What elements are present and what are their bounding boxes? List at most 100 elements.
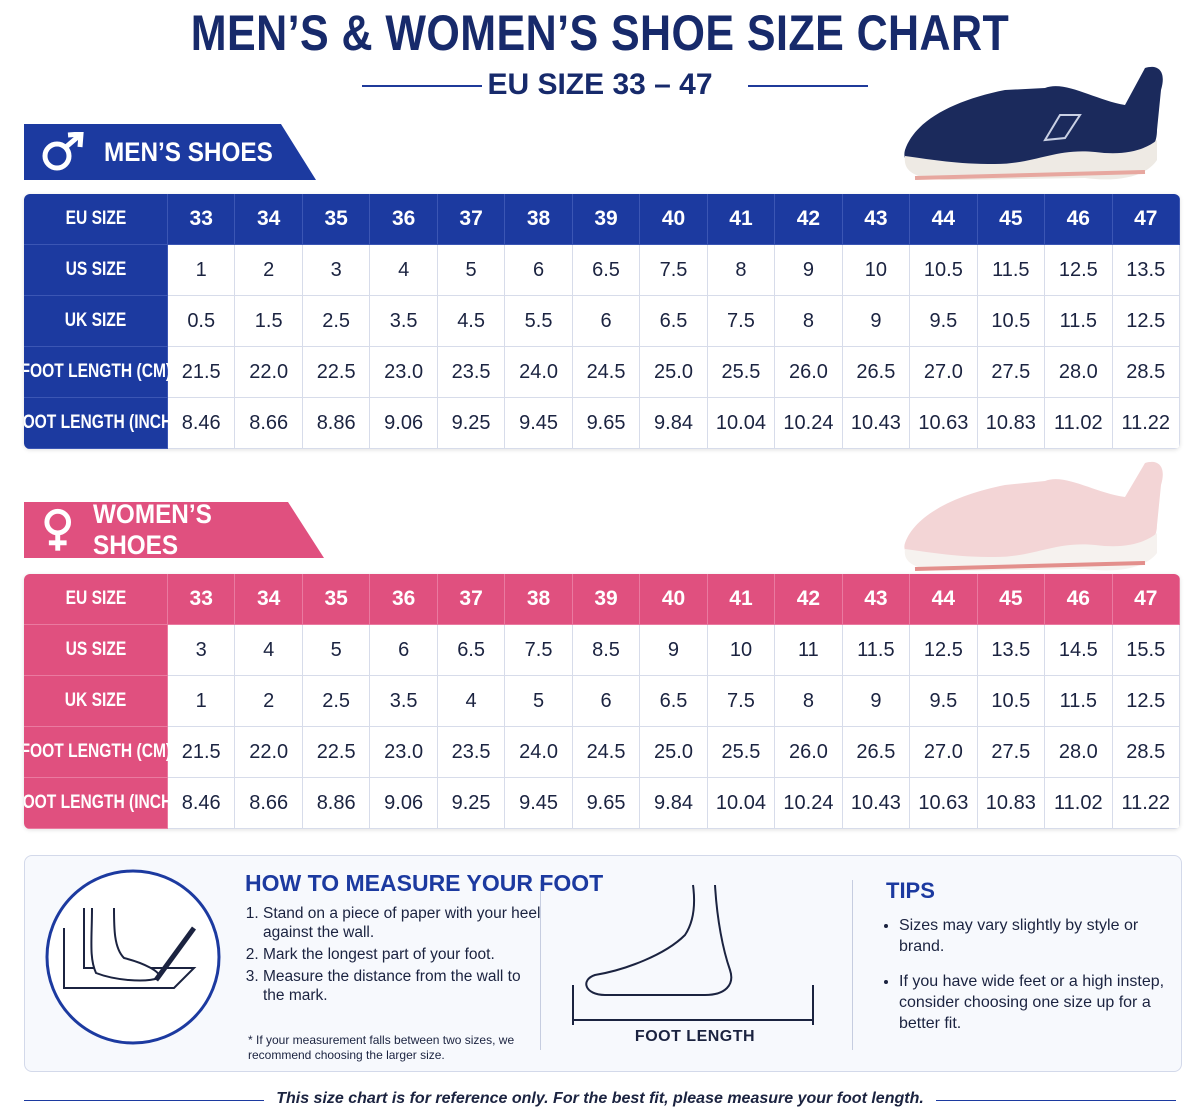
header-cell: 40 bbox=[640, 194, 708, 245]
cell: 10.63 bbox=[910, 398, 978, 449]
row-label-text: US SIZE bbox=[65, 259, 126, 280]
cell: 2 bbox=[235, 245, 303, 296]
cell: 25.5 bbox=[707, 727, 776, 778]
cell: 1 bbox=[168, 245, 236, 296]
cell: 8.5 bbox=[572, 625, 641, 676]
cell: 9.84 bbox=[640, 778, 708, 829]
row-label-text: US SIZE bbox=[65, 639, 126, 660]
cell: 6 bbox=[572, 676, 641, 727]
cell: 13.5 bbox=[977, 625, 1046, 676]
row-label: FOOT LENGTH (CM) bbox=[24, 347, 171, 398]
cell: 22.0 bbox=[235, 727, 303, 778]
cell: 2.5 bbox=[302, 676, 371, 727]
cell: 12.5 bbox=[1045, 245, 1113, 296]
cell: 23.5 bbox=[437, 727, 506, 778]
cell: 22.5 bbox=[302, 727, 371, 778]
cell: 24.0 bbox=[505, 347, 573, 398]
row-label-text: UK SIZE bbox=[64, 690, 127, 711]
cell: 6.5 bbox=[572, 245, 641, 296]
header-cell: 46 bbox=[1045, 574, 1113, 625]
cell: 11 bbox=[775, 625, 843, 676]
row-label-text: EU SIZE bbox=[65, 208, 126, 229]
cell: 28.0 bbox=[1045, 347, 1113, 398]
cell: 27.5 bbox=[977, 347, 1046, 398]
cell: 9.84 bbox=[640, 398, 708, 449]
foot-diagram bbox=[572, 884, 814, 1025]
tip: Sizes may vary slightly by style or bran… bbox=[899, 915, 1169, 957]
cell: 11.5 bbox=[1045, 296, 1113, 347]
header-cell: 39 bbox=[572, 574, 641, 625]
cell: 10 bbox=[707, 625, 776, 676]
cell: 6.5 bbox=[437, 625, 506, 676]
rule bbox=[748, 85, 868, 87]
cell: 28.0 bbox=[1045, 727, 1113, 778]
cell: 8.86 bbox=[302, 778, 371, 829]
header-cell: 42 bbox=[775, 194, 843, 245]
header-cell: 43 bbox=[842, 194, 911, 245]
cell: 8.66 bbox=[235, 398, 303, 449]
cell: 8.86 bbox=[302, 398, 371, 449]
cell: 23.0 bbox=[370, 727, 438, 778]
header-cell: 33 bbox=[168, 574, 236, 625]
cell: 10.04 bbox=[707, 778, 776, 829]
cell: 0.5 bbox=[168, 296, 236, 347]
cell: 6 bbox=[572, 296, 641, 347]
cell: 9.45 bbox=[505, 778, 573, 829]
rule bbox=[362, 85, 482, 87]
cell: 4.5 bbox=[437, 296, 506, 347]
tips: Sizes may vary slightly by style or bran… bbox=[883, 915, 1169, 1048]
header-cell: 33 bbox=[168, 194, 236, 245]
women-shoe bbox=[904, 461, 1163, 571]
header-cell: 36 bbox=[370, 574, 438, 625]
female-icon bbox=[44, 508, 72, 551]
row-label: UK SIZE bbox=[24, 676, 168, 727]
cell: 9.25 bbox=[437, 398, 506, 449]
cell: 10.04 bbox=[707, 398, 776, 449]
cell: 10 bbox=[842, 245, 911, 296]
cell: 6 bbox=[370, 625, 438, 676]
cell: 8 bbox=[707, 245, 776, 296]
cell: 2.5 bbox=[302, 296, 371, 347]
cell: 7.5 bbox=[707, 676, 776, 727]
cell: 9.65 bbox=[572, 398, 641, 449]
row-label-text: UK SIZE bbox=[64, 310, 127, 331]
cell: 26.5 bbox=[842, 347, 911, 398]
cell: 23.5 bbox=[437, 347, 506, 398]
cell: 10.43 bbox=[842, 778, 911, 829]
cell: 10.43 bbox=[842, 398, 911, 449]
header-cell: 45 bbox=[977, 194, 1046, 245]
header-cell: 42 bbox=[775, 574, 843, 625]
footer: This size chart is for reference only. F… bbox=[276, 1090, 924, 1107]
header-cell: 34 bbox=[235, 194, 303, 245]
cell: 9.5 bbox=[910, 676, 978, 727]
header-cell: 45 bbox=[977, 574, 1046, 625]
header-cell: 43 bbox=[842, 574, 911, 625]
cell: 24.5 bbox=[572, 727, 641, 778]
men-shoe bbox=[904, 66, 1163, 180]
cell: 27.0 bbox=[910, 727, 978, 778]
cell: 10.5 bbox=[910, 245, 978, 296]
cell: 28.5 bbox=[1112, 727, 1180, 778]
cell: 1 bbox=[168, 676, 236, 727]
cell: 3 bbox=[168, 625, 236, 676]
cell: 9.25 bbox=[437, 778, 506, 829]
cell: 7.5 bbox=[640, 245, 708, 296]
cell: 7.5 bbox=[505, 625, 573, 676]
header-cell: 44 bbox=[910, 194, 978, 245]
header-cell: 41 bbox=[707, 574, 776, 625]
cell: 27.5 bbox=[977, 727, 1046, 778]
title: MEN’S & WOMEN’S SHOE SIZE CHART bbox=[190, 5, 1010, 61]
cell: 11.22 bbox=[1112, 398, 1180, 449]
women-label: WOMEN’S SHOES bbox=[93, 499, 213, 560]
cell: 9 bbox=[842, 296, 911, 347]
cell: 24.5 bbox=[572, 347, 641, 398]
cell: 4 bbox=[235, 625, 303, 676]
measure-illustration bbox=[45, 869, 221, 1045]
cell: 11.02 bbox=[1045, 778, 1113, 829]
cell: 22.5 bbox=[302, 347, 371, 398]
tip: If you have wide feet or a high instep, … bbox=[899, 971, 1169, 1034]
cell: 9.45 bbox=[505, 398, 573, 449]
cell: 8 bbox=[775, 296, 843, 347]
step: Stand on a piece of paper with your heel… bbox=[263, 904, 543, 942]
